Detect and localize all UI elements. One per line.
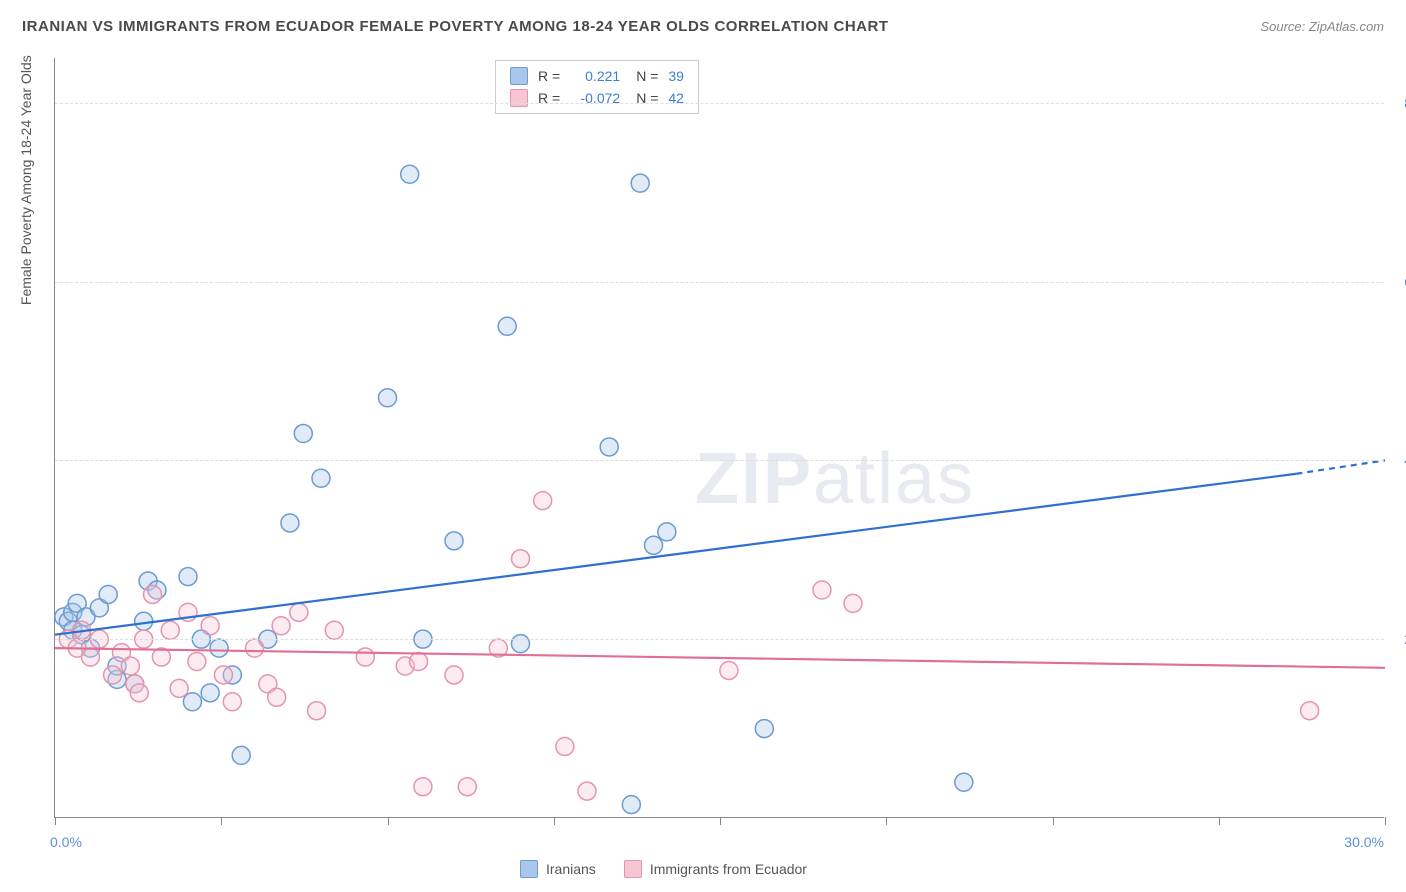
y-tick-label: 40.0% <box>1389 452 1406 468</box>
chart-source: Source: ZipAtlas.com <box>1260 19 1384 34</box>
chart-header: IRANIAN VS IMMIGRANTS FROM ECUADOR FEMAL… <box>22 18 1384 35</box>
legend-item-iranians: Iranians <box>520 860 596 878</box>
x-tick-label-min: 0.0% <box>50 834 82 850</box>
y-tick-label: 60.0% <box>1389 274 1406 290</box>
x-tick-label-max: 30.0% <box>1344 834 1384 850</box>
plot-area: ZIPatlas R = 0.221 N = 39 R = -0.072 N =… <box>54 58 1384 818</box>
y-tick-label: 20.0% <box>1389 631 1406 647</box>
y-tick-label: 80.0% <box>1389 95 1406 111</box>
swatch-ecuador <box>624 860 642 878</box>
legend-label: Iranians <box>546 861 596 877</box>
series-legend: Iranians Immigrants from Ecuador <box>520 860 807 878</box>
legend-label: Immigrants from Ecuador <box>650 861 807 877</box>
chart-title: IRANIAN VS IMMIGRANTS FROM ECUADOR FEMAL… <box>22 18 889 35</box>
swatch-iranians <box>520 860 538 878</box>
legend-item-ecuador: Immigrants from Ecuador <box>624 860 807 878</box>
plot-svg <box>55 58 1384 817</box>
y-axis-title: Female Poverty Among 18-24 Year Olds <box>18 55 34 305</box>
